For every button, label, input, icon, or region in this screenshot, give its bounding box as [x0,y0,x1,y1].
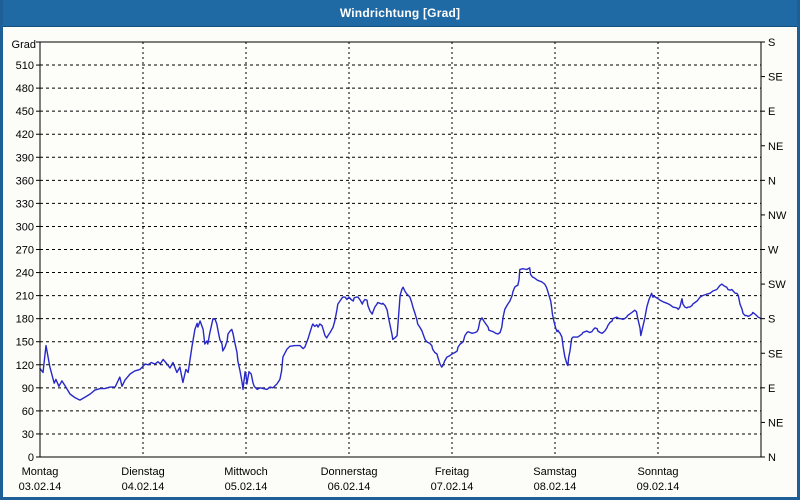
day-name-label: Mittwoch [224,466,267,478]
day-date-label: 09.02.14 [637,481,680,493]
y-axis-title: Grad [12,39,36,51]
svg-text:270: 270 [16,245,34,257]
x-axis-labels: Montag 03.02.14 Dienstag 04.02.14 Mittwoch 05… [19,466,680,493]
svg-text:390: 390 [16,152,34,164]
svg-text:W: W [768,245,779,257]
svg-text:NW: NW [768,210,787,222]
axis-ticks [36,41,765,458]
day-name-label: Sonntag [638,466,679,478]
svg-text:120: 120 [16,360,34,372]
svg-text:240: 240 [16,268,34,280]
svg-text:150: 150 [16,337,34,349]
svg-text:480: 480 [16,83,34,95]
day-name-label: Freitag [435,466,469,478]
svg-text:NE: NE [768,417,783,429]
svg-text:E: E [768,383,775,395]
svg-text:SE: SE [768,348,783,360]
svg-text:0: 0 [28,452,34,464]
svg-text:60: 60 [22,406,34,418]
day-date-label: 04.02.14 [122,481,165,493]
day-name-label: Donnerstag [321,466,378,478]
svg-text:S: S [768,314,775,326]
y-axis-labels: 0 30 60 90 120 150 180 210 240 270 300 330 360 390 420… [12,39,36,464]
compass-axis-labels: N NE E SE S SW W NW N NE E SE S [768,37,787,464]
svg-text:180: 180 [16,314,34,326]
svg-text:90: 90 [22,383,34,395]
svg-text:S: S [768,37,775,49]
day-name-label: Samstag [533,466,576,478]
wind-direction-line [39,267,761,401]
chart-title: Windrichtung [Grad] [339,6,461,20]
day-date-label: 03.02.14 [19,481,62,493]
gridlines [40,42,761,457]
svg-text:330: 330 [16,198,34,210]
day-name-label: Montag [22,466,59,478]
plot-border [39,41,762,458]
day-date-label: 06.02.14 [328,481,371,493]
svg-text:210: 210 [16,291,34,303]
day-date-label: 08.02.14 [534,481,577,493]
day-name-label: Dienstag [121,466,164,478]
day-date-label: 07.02.14 [431,481,474,493]
svg-text:360: 360 [16,175,34,187]
svg-text:300: 300 [16,221,34,233]
svg-text:N: N [768,452,776,464]
day-date-label: 05.02.14 [225,481,268,493]
svg-text:510: 510 [16,60,34,72]
svg-text:450: 450 [16,106,34,118]
svg-text:NE: NE [768,141,783,153]
svg-text:E: E [768,106,775,118]
svg-text:30: 30 [22,429,34,441]
svg-text:420: 420 [16,129,34,141]
svg-text:SE: SE [768,72,783,84]
svg-text:SW: SW [768,279,786,291]
svg-text:N: N [768,175,776,187]
title-bar: Windrichtung [Grad] [3,0,797,27]
